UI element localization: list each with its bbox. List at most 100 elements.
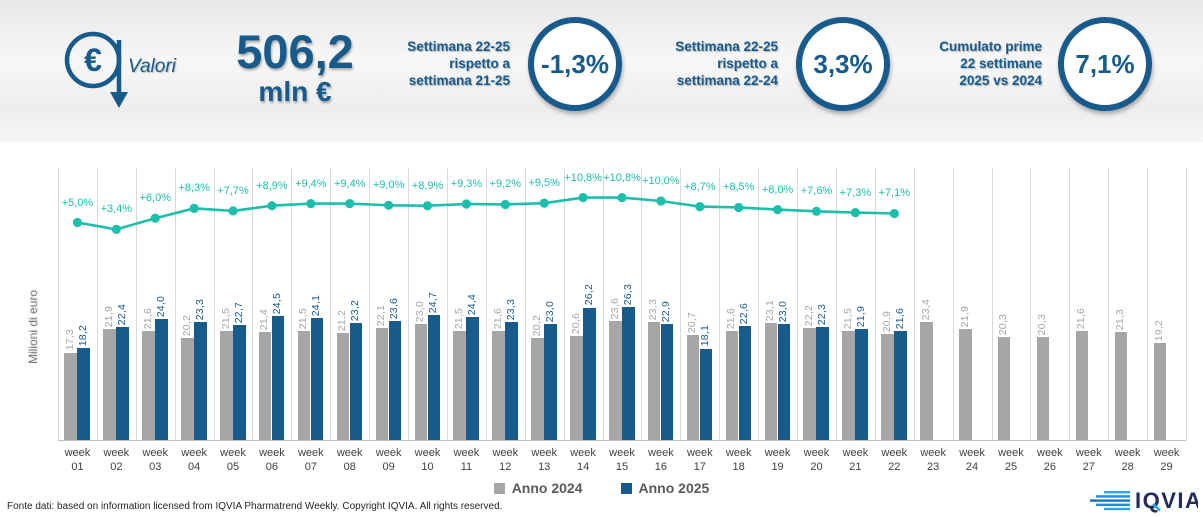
bar-value-label: 18,2 <box>76 324 89 347</box>
bar-anno-2024-week-10 <box>414 323 428 440</box>
svg-text:IQVIA: IQVIA <box>1135 488 1198 513</box>
x-axis-label-number: 02 <box>110 461 123 473</box>
bar-anno-2025-week-16 <box>660 324 674 440</box>
x-axis-label: week 28 <box>1108 446 1147 474</box>
gridline <box>174 168 176 440</box>
x-axis-label: week 23 <box>914 446 953 474</box>
kpi-3-label: Cumulato prime 22 settimane 2025 vs 2024 <box>922 38 1042 89</box>
bar-anno-2024-week-22 <box>881 334 894 440</box>
x-axis-label-word: week <box>764 447 791 459</box>
bar-anno-2025-week-13 <box>544 323 557 440</box>
growth-line-marker <box>850 208 860 218</box>
gridline <box>1030 168 1032 440</box>
x-axis-label: week 19 <box>758 446 797 474</box>
growth-line-marker <box>500 199 510 210</box>
kpi-3-value: 7,1% <box>1075 48 1135 79</box>
bar-anno-2025-week-20 <box>816 327 829 440</box>
bar-value-label: 21,5 <box>841 308 854 330</box>
x-axis-label-number: 05 <box>226 461 240 473</box>
bar-anno-2024-week-08 <box>336 332 350 440</box>
kpi-2-value: 3,3% <box>813 48 873 79</box>
gridline <box>446 168 448 440</box>
gridline <box>563 168 565 440</box>
x-axis-label: week 17 <box>680 446 719 474</box>
gridline <box>369 168 371 440</box>
bar-value-label: 17,3 <box>63 329 76 351</box>
bar-value-label: 20,2 <box>180 314 193 336</box>
bar-value-label: 20,2 <box>530 314 543 336</box>
bar-anno-2024-week-17 <box>686 335 700 440</box>
gridline <box>135 168 137 440</box>
bar-anno-2025-week-18 <box>738 325 752 440</box>
bar-anno-2024-week-24 <box>959 329 972 440</box>
growth-line-marker <box>384 200 394 210</box>
bar-anno-2025-week-15 <box>622 307 635 440</box>
chart-legend: Anno 2024 Anno 2025 <box>0 480 1203 496</box>
bar-anno-2024-week-06 <box>258 331 272 440</box>
bar-value-label: 22,6 <box>738 302 751 324</box>
bar-anno-2024-week-27 <box>1075 330 1089 440</box>
growth-line-marker <box>150 213 160 223</box>
x-axis-label-word: week <box>686 447 713 459</box>
bar-value-label: 18,1 <box>699 325 712 347</box>
growth-line-marker <box>539 198 549 208</box>
x-axis-label-number: 24 <box>965 461 979 473</box>
x-axis-label-number: 10 <box>421 461 434 473</box>
gridline <box>641 168 643 440</box>
growth-line-marker <box>306 198 316 209</box>
x-axis-label: week 11 <box>447 446 486 474</box>
growth-line-label: +8,0% <box>761 183 794 196</box>
x-axis-label-word: week <box>142 447 169 459</box>
bar-value-label: 21,6 <box>1075 307 1088 329</box>
bar-value-label: 23,3 <box>504 299 517 321</box>
bar-value-label: 23,1 <box>764 300 777 322</box>
bar-value-label: 24,1 <box>310 295 323 317</box>
growth-line-marker <box>656 196 666 206</box>
legend-swatch-2025 <box>620 482 632 494</box>
bar-anno-2024-week-12 <box>492 330 505 440</box>
gridline <box>913 168 915 440</box>
kpi-1-label: Settimana 22-25 rispetto a settimana 21-… <box>390 38 510 89</box>
growth-line-label: +8,7% <box>684 180 716 193</box>
bar-anno-2024-week-14 <box>570 335 583 440</box>
x-axis-label-word: week <box>1037 447 1063 459</box>
x-axis-label-number: 03 <box>149 461 162 473</box>
bar-value-label: 22,3 <box>815 304 828 326</box>
bar-value-label: 21,9 <box>102 306 115 328</box>
x-axis-label-number: 04 <box>188 461 201 473</box>
growth-line-marker <box>267 201 277 211</box>
gridline <box>991 168 993 440</box>
x-axis-label: week 09 <box>369 446 408 474</box>
growth-line-label: +9,4% <box>333 177 366 190</box>
x-axis-label-word: week <box>648 447 674 459</box>
bar-anno-2024-week-20 <box>803 327 816 440</box>
header-band: € Valori 506,2 mln € Settimana 22-25 ris… <box>0 0 1203 142</box>
bar-value-label: 21,6 <box>491 307 504 329</box>
growth-line-marker <box>811 206 822 216</box>
x-axis-label: week 29 <box>1147 446 1186 474</box>
bar-anno-2025-week-03 <box>155 318 168 440</box>
bar-value-label: 24,7 <box>427 292 440 314</box>
growth-line-marker <box>889 208 899 219</box>
growth-line-label: +10,0% <box>642 175 680 187</box>
growth-line-marker <box>461 199 472 209</box>
bar-anno-2024-week-26 <box>1036 337 1050 440</box>
bar-anno-2024-week-18 <box>725 330 739 440</box>
x-axis-label: week 26 <box>1030 446 1069 474</box>
bar-value-label: 22,2 <box>802 304 815 326</box>
bar-anno-2025-week-11 <box>466 316 479 440</box>
x-axis-label-word: week <box>881 447 908 459</box>
legend-label-2024: Anno 2024 <box>511 480 583 496</box>
bar-value-label: 23,6 <box>388 297 401 319</box>
x-axis-label: week 08 <box>330 446 369 474</box>
x-axis-label-word: week <box>103 447 130 459</box>
kpi-2-label-line1: Settimana 22-25 <box>675 39 778 54</box>
x-axis-label-word: week <box>297 447 324 459</box>
growth-line-label: +9,0% <box>372 179 405 192</box>
x-axis-label-word: week <box>220 447 246 459</box>
bar-anno-2025-week-09 <box>388 320 402 440</box>
x-axis-label-number: 08 <box>343 461 356 473</box>
growth-line-marker <box>111 224 121 234</box>
growth-line-label: +9,4% <box>295 177 327 190</box>
